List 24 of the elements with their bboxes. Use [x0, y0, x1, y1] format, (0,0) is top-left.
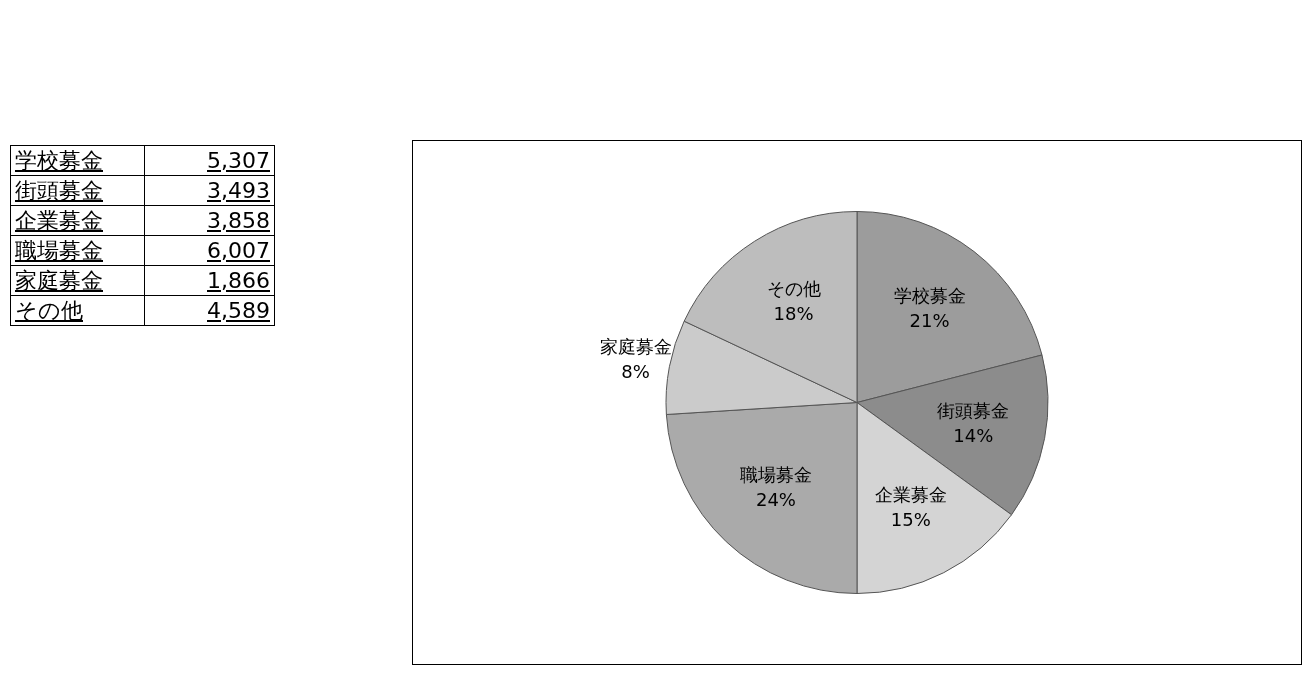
text: 3,858: [144, 205, 275, 236]
category-label: 家庭募金: [15, 268, 103, 293]
slice-label: その他: [766, 278, 821, 300]
data-label: 24%: [755, 489, 796, 511]
text: 6,007: [144, 235, 275, 266]
text: 3,493: [144, 175, 275, 206]
slice-label: 家庭募金: [599, 335, 672, 357]
category-label: 企業募金: [15, 208, 103, 233]
slice-label: 企業募金: [874, 483, 947, 505]
slice-label: 学校募金: [893, 284, 966, 306]
text: 4,589: [144, 295, 275, 326]
data-label: 21%: [909, 309, 950, 331]
category-label: 職場募金: [15, 238, 103, 263]
data-label: 14%: [953, 425, 994, 447]
text: 1,866: [144, 265, 275, 296]
text: 5,307: [144, 145, 275, 176]
data-label: 8%: [621, 360, 650, 382]
slice-label: 職場募金: [739, 464, 812, 486]
data-label: 18%: [773, 303, 814, 325]
category-label: 街頭募金: [15, 178, 103, 203]
data-label: 15%: [890, 508, 931, 530]
category-label: 学校募金: [15, 148, 103, 173]
category-label: その他: [15, 298, 83, 323]
slice-label: 街頭募金: [937, 400, 1010, 422]
